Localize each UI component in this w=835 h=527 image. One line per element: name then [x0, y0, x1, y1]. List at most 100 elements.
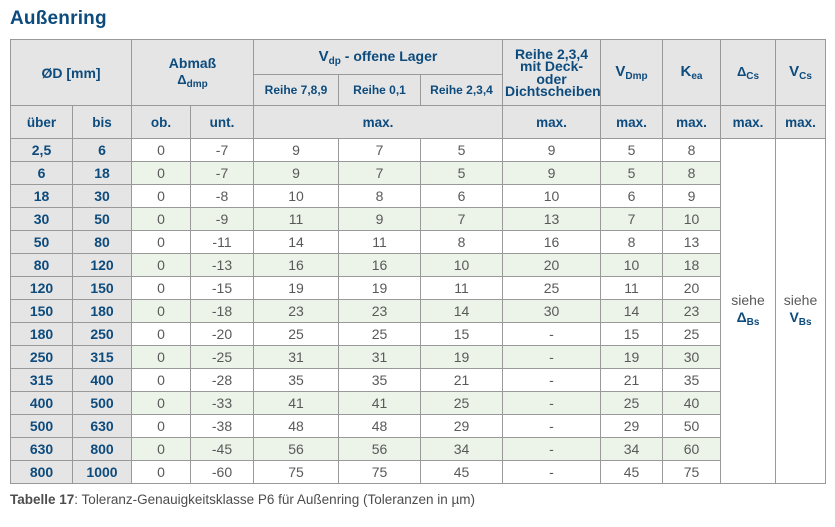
table-row: 6 18 0 -7 9 7 5 9 5 8	[10, 161, 826, 185]
cell-bis: 630	[72, 414, 132, 438]
cell-ob: 0	[131, 253, 191, 277]
cell-bis: 18	[72, 161, 132, 185]
cell-unt: -7	[189, 161, 255, 185]
cell-ueber: 315	[10, 368, 73, 392]
cell-unt: -13	[189, 253, 255, 277]
cell-kea: 40	[662, 391, 722, 415]
cell-reihe01: 25	[338, 322, 422, 346]
col-header-unt: unt.	[189, 105, 255, 139]
cell-ob: 0	[131, 299, 191, 323]
cell-vdmp: 21	[600, 368, 664, 392]
cell-ob: 0	[131, 345, 191, 369]
cell-ueber: 18	[10, 184, 73, 208]
cell-ueber: 800	[10, 460, 73, 484]
cell-deck: -	[502, 391, 602, 415]
cell-kea: 9	[662, 184, 722, 208]
cell-ob: 0	[131, 391, 191, 415]
cell-deck: 25	[502, 276, 602, 300]
cell-kea: 10	[662, 207, 722, 231]
cell-ueber: 500	[10, 414, 73, 438]
cell-deck: 10	[502, 184, 602, 208]
cell-reihe789: 10	[253, 184, 340, 208]
cell-reihe234: 14	[420, 299, 504, 323]
cell-unt: -28	[189, 368, 255, 392]
cell-deck: -	[502, 322, 602, 346]
see-also-symbol: Δ	[736, 308, 747, 325]
cell-reihe234: 5	[420, 161, 504, 185]
see-also-subscript: Bs	[746, 316, 760, 328]
cell-ob: 0	[131, 138, 191, 162]
table-row: 250 315 0 -25 31 31 19-19 30	[10, 345, 826, 369]
max-label-vdp: max.	[253, 105, 504, 139]
cell-unt: -9	[189, 207, 255, 231]
cell-bis: 500	[72, 391, 132, 415]
col-header-vdmp: VDmp	[600, 39, 664, 106]
col-header-ueber: über	[10, 105, 73, 139]
cell-vdmp: 25	[600, 391, 664, 415]
cell-unt: -25	[189, 345, 255, 369]
cell-vdmp: 7	[600, 207, 664, 231]
cell-deck: -	[502, 414, 602, 438]
cell-reihe234: 25	[420, 391, 504, 415]
cell-vdmp: 14	[600, 299, 664, 323]
cell-reihe234: 19	[420, 345, 504, 369]
cell-kea: 50	[662, 414, 722, 438]
caption-text: : Toleranz-Genauigkeitsklasse P6 für Auß…	[74, 492, 476, 507]
cell-reihe234: 8	[420, 230, 504, 254]
cell-unt: -60	[189, 460, 255, 484]
cell-ueber: 6	[10, 161, 73, 185]
cell-vdmp: 5	[600, 161, 664, 185]
cell-deck: -	[502, 368, 602, 392]
table-row: 630 800 0 -45 56 56 34-34 60	[10, 437, 826, 461]
cell-reihe789: 35	[253, 368, 340, 392]
cell-reihe01: 19	[338, 276, 422, 300]
cell-reihe01: 7	[338, 138, 422, 162]
cell-vdmp: 5	[600, 138, 664, 162]
table-row: 80 120 0 -13 16 16 10 20 10 18	[10, 253, 826, 277]
see-also-word: siehe	[731, 291, 765, 308]
cell-reihe789: 41	[253, 391, 340, 415]
cell-unt: -33	[189, 391, 255, 415]
cell-ob: 0	[131, 276, 191, 300]
page-title: Außenring	[10, 8, 107, 29]
cell-ob: 0	[131, 460, 191, 484]
see-also-delta-bs: siehe ΔBs	[720, 138, 777, 484]
max-label-kea: max.	[662, 105, 722, 139]
cell-reihe789: 19	[253, 276, 340, 300]
cell-kea: 13	[662, 230, 722, 254]
cell-unt: -15	[189, 276, 255, 300]
cell-ob: 0	[131, 161, 191, 185]
col-header-bis: bis	[72, 105, 132, 139]
cell-vdmp: 45	[600, 460, 664, 484]
cell-reihe789: 9	[253, 161, 340, 185]
col-header-deck-dichtscheiben: Reihe 2,3,4 mit Deck- oder Dichtscheiben	[502, 39, 602, 106]
cell-deck: 30	[502, 299, 602, 323]
cell-reihe234: 7	[420, 207, 504, 231]
cell-bis: 30	[72, 184, 132, 208]
cell-deck: 20	[502, 253, 602, 277]
see-also-symbol: V	[789, 308, 799, 325]
table-body: 2,5 6 0 -7 9 7 5 9 5 8 siehe ΔBs siehe VBs 6 18 0 -7 9 7 5 9 5…	[10, 138, 827, 484]
cell-ob: 0	[131, 414, 191, 438]
cell-ueber: 30	[10, 207, 73, 231]
cell-bis: 315	[72, 345, 132, 369]
table-row: 315 400 0 -28 35 35 21-21 35	[10, 368, 826, 392]
cell-deck: -	[502, 437, 602, 461]
table-row: 120 150 0 -15 19 19 11 25 11 20	[10, 276, 826, 300]
table-caption: Tabelle 17: Toleranz-Genauigkeitsklasse …	[10, 492, 825, 507]
cell-bis: 80	[72, 230, 132, 254]
cell-kea: 75	[662, 460, 722, 484]
cell-vdmp: 29	[600, 414, 664, 438]
cell-bis: 50	[72, 207, 132, 231]
cell-reihe234: 15	[420, 322, 504, 346]
cell-vdmp: 10	[600, 253, 664, 277]
table-row: 30 50 0 -9 11 9 7 13 7 10	[10, 207, 826, 231]
cell-reihe01: 11	[338, 230, 422, 254]
col-header-reihe-789: Reihe 7,8,9	[253, 74, 340, 106]
cell-vdmp: 19	[600, 345, 664, 369]
cell-reihe01: 9	[338, 207, 422, 231]
tolerance-table: ØD [mm] Abmaß Δdmp Vdp - offene Lager Re…	[10, 39, 827, 484]
cell-vdmp: 11	[600, 276, 664, 300]
cell-vdmp: 15	[600, 322, 664, 346]
cell-reihe234: 5	[420, 138, 504, 162]
